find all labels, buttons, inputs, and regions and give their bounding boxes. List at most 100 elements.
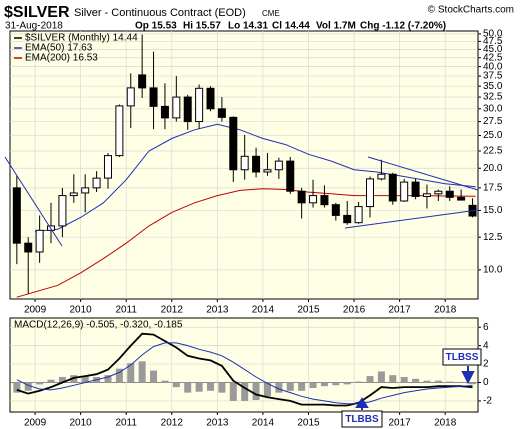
candle-body <box>388 173 397 202</box>
x-tick-label: 2011 <box>115 418 137 429</box>
x-tick-label: 2013 <box>206 418 229 429</box>
y-tick-label: 20.0 <box>483 163 503 174</box>
candle-body <box>252 155 261 173</box>
candle-body <box>115 105 124 157</box>
candle-body <box>377 173 386 180</box>
histogram-bar <box>36 382 44 385</box>
histogram-bar <box>104 375 112 383</box>
arrow <box>355 397 369 410</box>
trend-line <box>367 156 479 191</box>
quote: Vol 1.7M <box>316 21 356 32</box>
y-tick-label: 50.0 <box>483 29 503 40</box>
histogram-bar <box>241 382 249 401</box>
candle-body <box>400 181 409 202</box>
legend-label: EMA(50) 17.63 <box>25 43 93 54</box>
candle-body <box>138 74 147 89</box>
legend-label: $SILVER (Monthly) 14.44 <box>25 33 138 44</box>
panel-title: MACD(12,26,9) -0.505, -0.320, -0.185 <box>14 320 183 331</box>
symbol: $SILVER <box>4 4 70 21</box>
exchange: CME <box>262 9 280 18</box>
histogram-bar <box>218 382 226 393</box>
y-tick-label: 25.0 <box>483 130 503 141</box>
quote: Lo 14.31 <box>228 21 268 32</box>
histogram-bar <box>13 382 21 393</box>
histogram-bar <box>400 376 408 383</box>
histogram-bar <box>115 368 123 383</box>
legend-label: EMA(200) 16.53 <box>25 53 98 64</box>
annotation-box <box>341 410 383 428</box>
candle-body <box>343 214 352 224</box>
candle-body <box>183 96 192 123</box>
y-tick-label: -2 <box>483 396 492 407</box>
quote: Hi 15.57 <box>183 21 221 32</box>
x-tick-label: 2017 <box>388 418 411 429</box>
histogram-bar <box>81 376 89 383</box>
trend-line <box>344 209 479 229</box>
candle-body <box>297 190 306 204</box>
candle-body <box>172 96 181 119</box>
candle-body <box>160 105 169 119</box>
annotation: TLBSS <box>446 352 479 363</box>
y-tick-label: 45.0 <box>483 44 503 55</box>
histogram-bar <box>24 382 32 391</box>
histogram-bar <box>229 382 237 401</box>
y-tick-label: 6 <box>483 322 489 333</box>
series-line <box>16 342 473 405</box>
histogram-bar <box>366 376 374 383</box>
histogram-bar <box>423 380 431 383</box>
y-tick-label: 32.5 <box>483 92 503 103</box>
x-tick-label: 2009 <box>24 305 47 316</box>
x-tick-label: 2017 <box>388 305 411 316</box>
y-tick-label: 27.5 <box>483 116 503 127</box>
quote: Chg -1.12 (-7.20%) <box>360 21 446 32</box>
y-tick-label: 0 <box>483 377 489 388</box>
plot-layer: 50.047.545.042.540.037.535.032.530.0 27.5… <box>10 29 503 429</box>
date: 31-Aug-2018 <box>5 21 63 32</box>
x-tick-label: 2009 <box>24 418 47 429</box>
candle-body <box>354 206 363 224</box>
quote: Op 15.53 <box>135 21 177 32</box>
candle-body <box>309 195 318 204</box>
histogram-bar <box>184 382 192 393</box>
quote: Cl 14.44 <box>272 21 310 32</box>
candle-body <box>457 196 466 201</box>
candle-body <box>240 155 249 171</box>
candle-body <box>411 181 420 197</box>
candle-body <box>263 169 272 173</box>
candle-body <box>422 193 431 197</box>
x-tick-label: 2010 <box>70 418 93 429</box>
histogram-bar <box>320 382 328 387</box>
candle-body <box>58 195 67 227</box>
candle-body <box>206 87 215 110</box>
histogram-bar <box>47 379 55 383</box>
y-tick-label: 2 <box>483 359 489 370</box>
x-tick-label: 2018 <box>434 418 457 429</box>
candle-body <box>81 187 90 194</box>
histogram-bar <box>58 376 66 383</box>
x-tick-label: 2014 <box>252 305 275 316</box>
candle-body <box>69 192 78 197</box>
histogram-bar <box>263 382 271 397</box>
instrument-name: Silver - Continuous Contract (EOD) <box>74 7 246 19</box>
histogram-bar <box>343 382 351 385</box>
y-tick-label: 4 <box>483 340 489 351</box>
candle-body <box>195 87 204 123</box>
histogram-bar <box>286 382 294 391</box>
candle-body <box>445 190 454 198</box>
x-tick-label: 2014 <box>252 418 275 429</box>
series-line <box>16 332 473 407</box>
candle-body <box>434 190 443 195</box>
histogram-bar <box>138 361 146 383</box>
histogram-bar <box>207 382 215 391</box>
candle-body <box>12 187 21 244</box>
candle-body <box>126 87 135 107</box>
histogram-bar <box>252 382 260 401</box>
candle-body <box>149 87 158 107</box>
candle-body <box>217 108 226 118</box>
candle-body <box>229 116 238 171</box>
candle-body <box>92 177 101 189</box>
y-tick-label: 12.5 <box>483 232 503 243</box>
y-tick-label: 22.5 <box>483 146 503 157</box>
histogram-bar <box>332 382 340 386</box>
